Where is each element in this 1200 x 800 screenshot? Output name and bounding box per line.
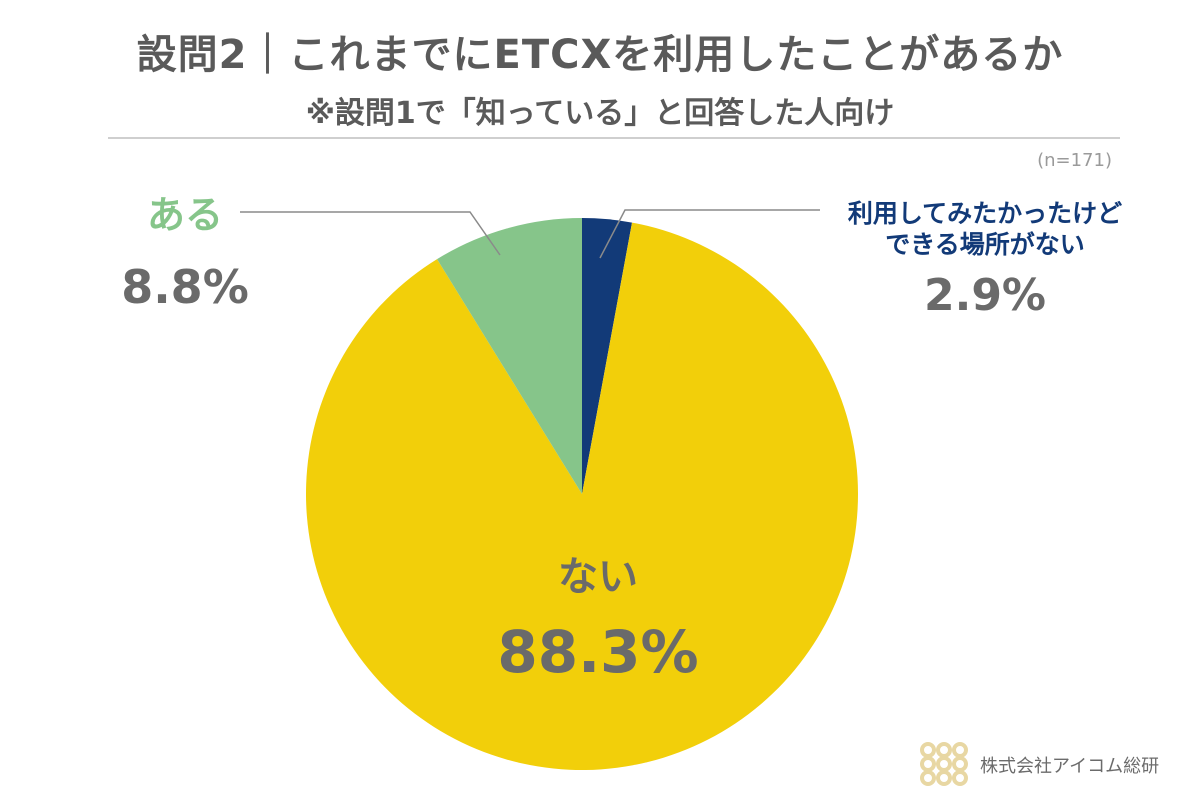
pie-slice-aru bbox=[437, 218, 582, 494]
logo-dot bbox=[952, 756, 968, 772]
sample-size-label: (n=171) bbox=[1037, 150, 1112, 171]
chart-title: 設問2｜これまでにETCXを利用したことがあるか bbox=[136, 32, 1064, 78]
slice-label-no-place-line1: 利用してみたかったけど bbox=[848, 199, 1122, 228]
slice-label-nai: ない bbox=[558, 554, 638, 600]
slice-value-no-place: 2.9% bbox=[924, 270, 1046, 321]
logo-dot bbox=[952, 770, 968, 786]
slice-value-nai: 88.3% bbox=[497, 618, 698, 686]
leader-line-nai-place bbox=[599, 209, 820, 259]
company-logo bbox=[920, 742, 968, 786]
logo-dot bbox=[952, 742, 968, 758]
leader-line-aru bbox=[240, 211, 501, 256]
title-divider bbox=[108, 137, 1120, 139]
chart-subtitle: ※設問1で「知っている」と回答した人向け bbox=[305, 96, 895, 131]
logo-dot bbox=[920, 756, 936, 772]
slice-label-no-place-line2: できる場所がない bbox=[885, 230, 1085, 259]
pie-slice-nai bbox=[306, 222, 859, 771]
pie-slice-no-place bbox=[582, 218, 633, 494]
logo-dot bbox=[936, 770, 952, 786]
slice-label-aru: ある bbox=[147, 193, 223, 237]
logo-dot bbox=[936, 742, 952, 758]
logo-dot bbox=[920, 742, 936, 758]
company-logo-text: 株式会社アイコム総研 bbox=[980, 756, 1159, 777]
logo-dot bbox=[936, 756, 952, 772]
logo-dot bbox=[920, 770, 936, 786]
slice-value-aru: 8.8% bbox=[121, 260, 249, 314]
